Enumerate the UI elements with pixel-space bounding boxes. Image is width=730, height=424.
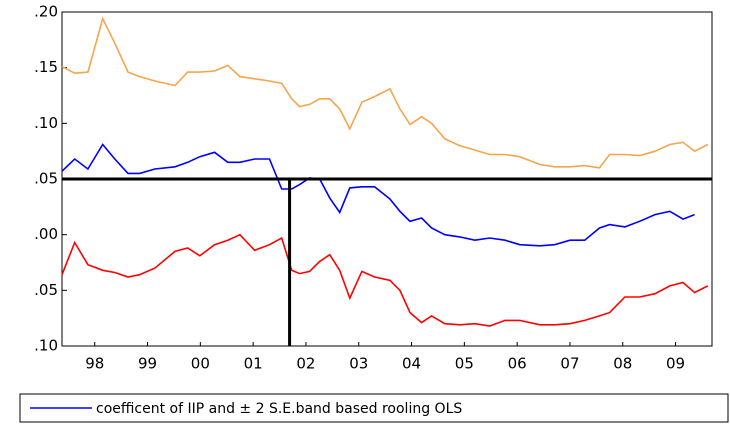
x-tick-label: 03 [349,355,368,373]
x-tick-label: 08 [613,355,632,373]
x-tick-label: 02 [296,355,315,373]
y-tick-label: .10 [34,114,58,132]
x-tick-label: 99 [138,355,157,373]
x-tick-label: 01 [244,355,263,373]
y-tick-label: .05 [34,170,58,188]
series-line [61,233,709,327]
y-tick-label: .05 [34,281,58,299]
x-tick-label: 04 [402,355,421,373]
y-tick-label: .15 [34,58,58,76]
x-tick-label: 07 [560,355,579,373]
x-tick-label: 06 [508,355,527,373]
y-tick-label: .00 [34,225,58,243]
legend-box [19,393,729,423]
y-tick-label: .10 [34,337,58,355]
y-tick-label: .20 [34,3,58,21]
x-tick-label: 98 [85,355,104,373]
x-tick-label: 05 [455,355,474,373]
legend-label: coefficent of IIP and ± 2 S.E.band based… [96,401,462,417]
x-tick-label: 00 [191,355,210,373]
x-tick-label: 09 [666,355,685,373]
series-line [61,16,709,169]
series-line [61,143,695,247]
